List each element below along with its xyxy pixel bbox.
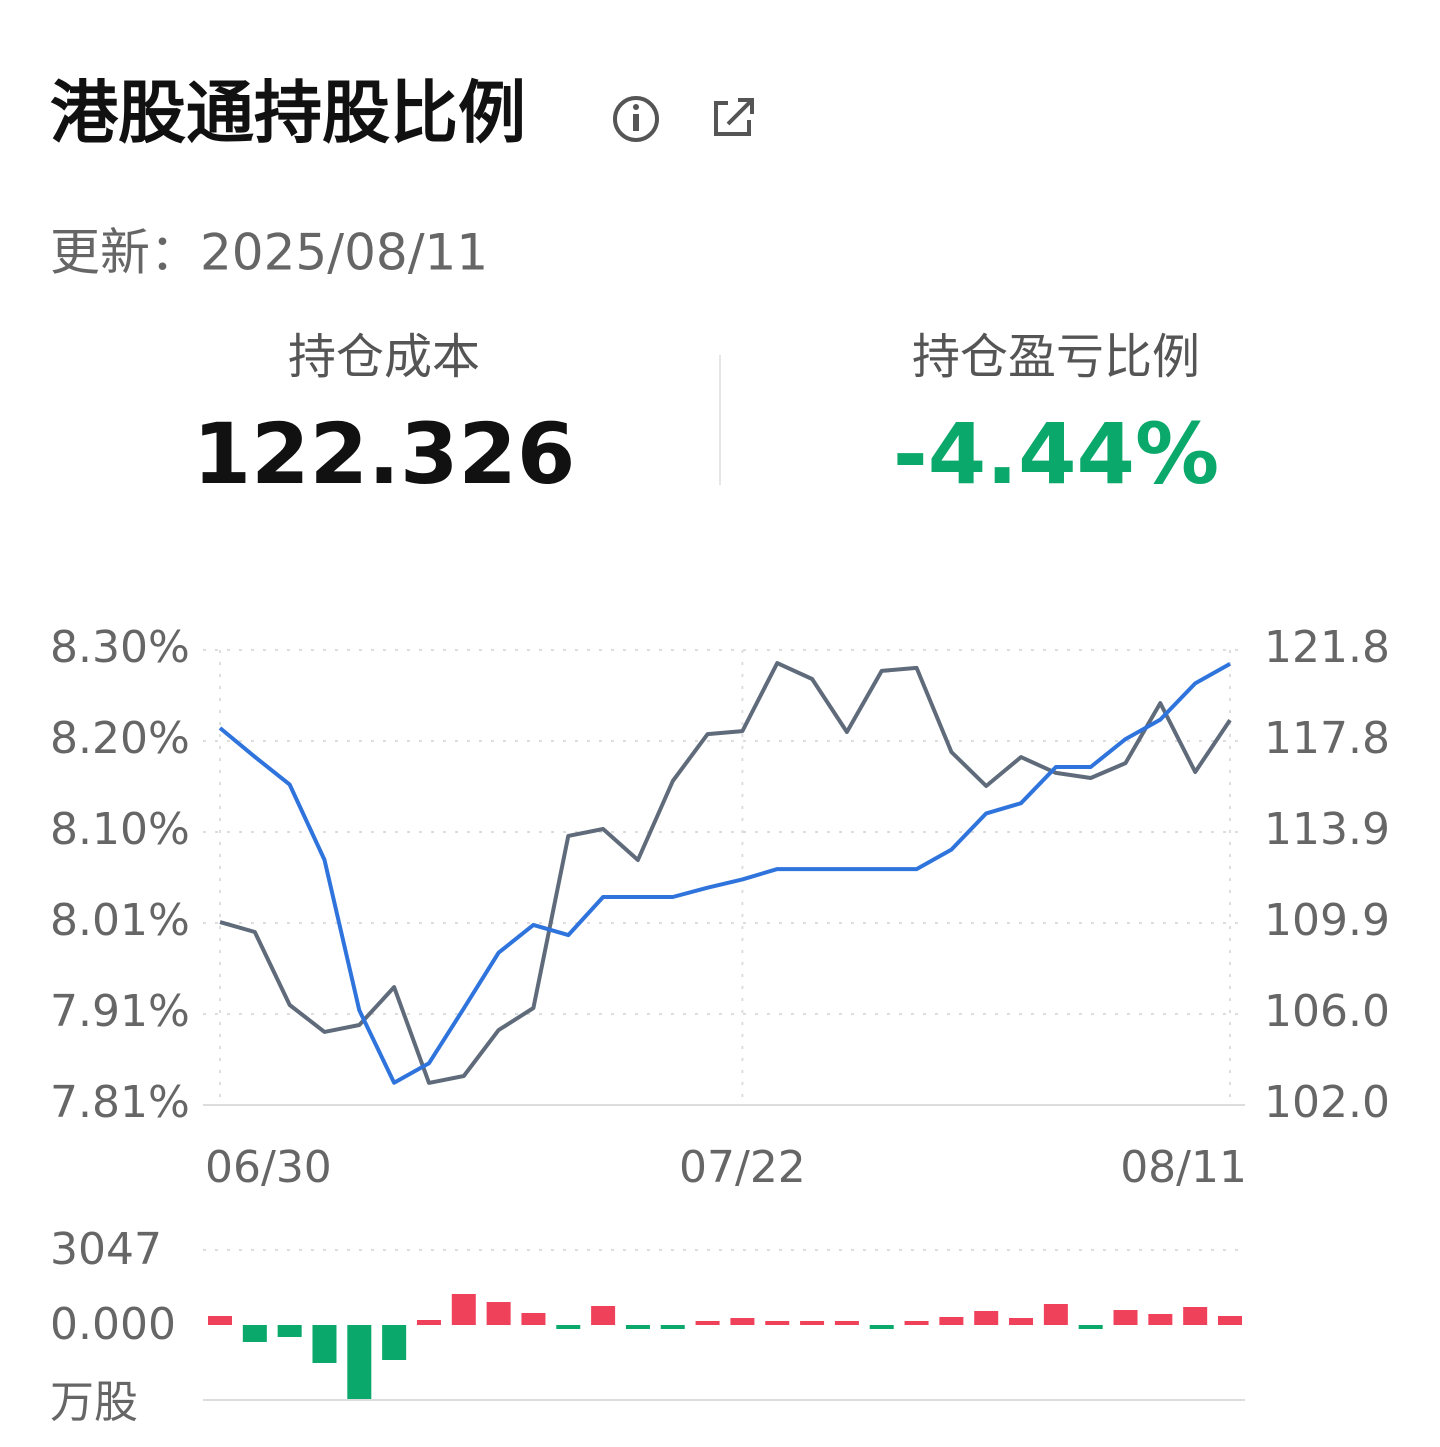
bar xyxy=(591,1305,616,1325)
bar xyxy=(416,1320,441,1325)
bar xyxy=(1113,1310,1138,1325)
line-series xyxy=(219,661,1232,1085)
bar xyxy=(242,1325,267,1342)
unit-label: 万股 xyxy=(50,1377,138,1428)
bar xyxy=(765,1320,790,1325)
stat-value: 122.326 xyxy=(193,405,576,503)
y-tick-label: 7.81% xyxy=(50,1077,190,1128)
y-tick-label: 8.10% xyxy=(50,804,190,855)
bar xyxy=(382,1325,407,1361)
bar xyxy=(974,1310,999,1325)
y-tick-label: 8.01% xyxy=(50,895,190,946)
bar xyxy=(800,1320,825,1325)
bar xyxy=(904,1320,929,1325)
page-title: 港股通持股比例 xyxy=(50,75,526,154)
y2-tick-label: 109.9 xyxy=(1264,895,1390,946)
share-icon[interactable] xyxy=(714,98,754,136)
bar xyxy=(869,1325,894,1330)
bar xyxy=(208,1315,232,1325)
x-tick-label: 07/22 xyxy=(679,1142,806,1193)
bar xyxy=(1043,1304,1068,1325)
y-tick-label: 8.30% xyxy=(50,622,190,673)
info-icon[interactable] xyxy=(613,96,659,142)
stat-value: -4.44% xyxy=(893,405,1219,503)
y2-tick-label: 121.8 xyxy=(1264,622,1390,673)
bar xyxy=(347,1325,372,1399)
bar xyxy=(451,1293,476,1325)
bar xyxy=(1183,1307,1208,1325)
stat-label: 持仓成本 xyxy=(288,329,480,385)
bar xyxy=(312,1325,337,1364)
bar xyxy=(834,1320,859,1325)
line-series xyxy=(218,662,1231,1085)
y2-tick-label: 106.0 xyxy=(1264,986,1390,1037)
bar xyxy=(1078,1325,1103,1330)
x-tick-label: 08/11 xyxy=(1120,1142,1247,1193)
y2-tick-label: 113.9 xyxy=(1264,804,1390,855)
x-tick-label: 06/30 xyxy=(205,1142,332,1193)
bar xyxy=(486,1302,511,1325)
bar xyxy=(521,1312,546,1325)
stat-label: 持仓盈亏比例 xyxy=(912,329,1200,385)
y-tick-label: 3047 xyxy=(50,1224,162,1275)
y2-tick-label: 117.8 xyxy=(1264,713,1390,764)
y-tick-label: 0.000 xyxy=(50,1299,176,1350)
bar xyxy=(277,1325,302,1337)
bar xyxy=(1148,1313,1173,1325)
bar xyxy=(1218,1315,1242,1325)
update-time: 更新：2025/08/11 xyxy=(50,224,488,282)
bar xyxy=(625,1325,650,1330)
bar xyxy=(556,1325,581,1330)
y-tick-label: 7.91% xyxy=(50,986,190,1037)
bar xyxy=(660,1325,685,1330)
bar xyxy=(730,1318,755,1325)
bar xyxy=(939,1317,964,1325)
y2-tick-label: 102.0 xyxy=(1264,1077,1390,1128)
bar xyxy=(1009,1318,1034,1325)
y-tick-label: 8.20% xyxy=(50,713,190,764)
bar xyxy=(695,1320,720,1325)
